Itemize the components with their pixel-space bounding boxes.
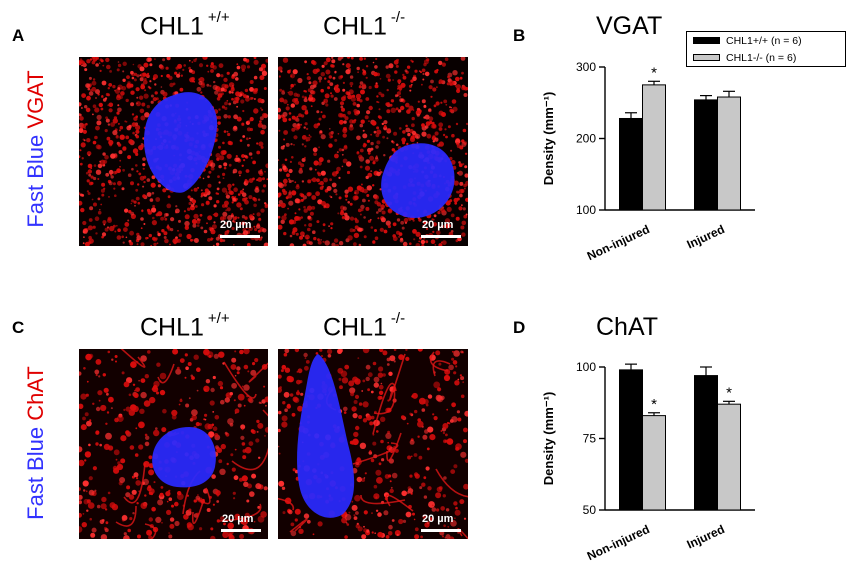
y-axis-label: Density (mm⁻¹) — [541, 92, 556, 186]
legend-item: CHL1+/+ (n = 6) — [687, 32, 845, 49]
bar-chart-chat: 50 75 100 Density (mm⁻¹) * Non-injured * Injure… — [541, 360, 755, 563]
micrograph-chat-ko — [278, 349, 468, 539]
x-tick-label: Injured — [685, 522, 727, 552]
fast-blue-cell — [152, 427, 216, 488]
bar-wt-non-injured — [619, 369, 643, 511]
stain-label-c: Fast Blue ChAT — [23, 366, 48, 520]
micrograph-chat-wt — [79, 349, 268, 539]
scale-bar-label: 20 µm — [422, 513, 454, 525]
y-tick-label: 50 — [583, 503, 597, 517]
legend: CHL1+/+ (n = 6) CHL1-/- (n = 6) — [686, 31, 846, 67]
y-tick-label: 100 — [576, 203, 596, 217]
speckle-field — [278, 57, 468, 246]
scale-bar-label: 20 µm — [222, 513, 254, 525]
chart-title-chat: ChAT — [596, 313, 659, 341]
genotype-label-ko-a: CHL1 -/- — [323, 9, 406, 41]
bar-wt-injured — [694, 375, 718, 511]
scale-bar-label: 20 µm — [220, 219, 252, 231]
bar-ko-non-injured — [642, 84, 666, 211]
significance-marker: * — [726, 384, 732, 401]
x-tick-label: Injured — [685, 222, 727, 252]
stain-label-a: Fast Blue VGAT — [23, 70, 48, 228]
micrograph-vgat-ko — [278, 57, 468, 246]
legend-label: CHL1+/+ (n = 6) — [726, 34, 802, 47]
scale-bar — [221, 529, 261, 532]
legend-swatch-ko — [693, 54, 720, 61]
y-tick-label: 75 — [583, 432, 597, 446]
y-tick-label: 300 — [576, 60, 596, 74]
x-tick-label: Non-injured — [585, 522, 652, 563]
red-stain-puncta — [278, 349, 468, 539]
bar-ko-non-injured — [642, 415, 666, 511]
fast-blue-cell — [381, 143, 455, 218]
fast-blue-cell — [297, 354, 355, 518]
panel-letter-a: A — [12, 26, 25, 45]
y-tick-label: 100 — [576, 360, 596, 374]
significance-marker: * — [651, 64, 657, 81]
genotype-label-wt-a: CHL1 +/+ — [140, 9, 230, 41]
scale-bar — [220, 235, 260, 238]
scale-bar — [421, 235, 461, 238]
genotype-label-ko-c: CHL1 -/- — [323, 310, 406, 342]
panel-letter-b: B — [513, 26, 526, 45]
panel-letter-c: C — [12, 318, 25, 337]
micrograph-vgat-wt — [79, 57, 268, 246]
fast-blue-cell — [144, 92, 218, 193]
x-tick-label: Non-injured — [585, 222, 652, 263]
y-axis-label: Density (mm⁻¹) — [541, 392, 556, 486]
scale-bar — [421, 529, 461, 532]
significance-marker: * — [651, 396, 657, 413]
chart-title-vgat: VGAT — [596, 12, 663, 40]
bar-wt-injured — [694, 99, 718, 211]
legend-label: CHL1-/- (n = 6) — [726, 51, 797, 64]
bar-wt-non-injured — [619, 117, 643, 211]
bar-ko-injured — [717, 96, 741, 211]
bar-chart-vgat: 100 200 300 Density (mm⁻¹) * Non-injured Injur… — [541, 60, 755, 263]
panel-letter-d: D — [513, 318, 526, 337]
genotype-label-wt-c: CHL1 +/+ — [140, 310, 230, 342]
speckle-field — [278, 349, 468, 539]
speckle-field — [79, 57, 268, 246]
speckle-field — [79, 349, 268, 539]
red-stain-puncta — [79, 57, 268, 246]
legend-item: CHL1-/- (n = 6) — [687, 49, 845, 66]
legend-swatch-wt — [693, 37, 720, 44]
scale-bar-label: 20 µm — [422, 219, 454, 231]
y-tick-label: 200 — [576, 132, 596, 146]
bar-ko-injured — [717, 403, 741, 511]
